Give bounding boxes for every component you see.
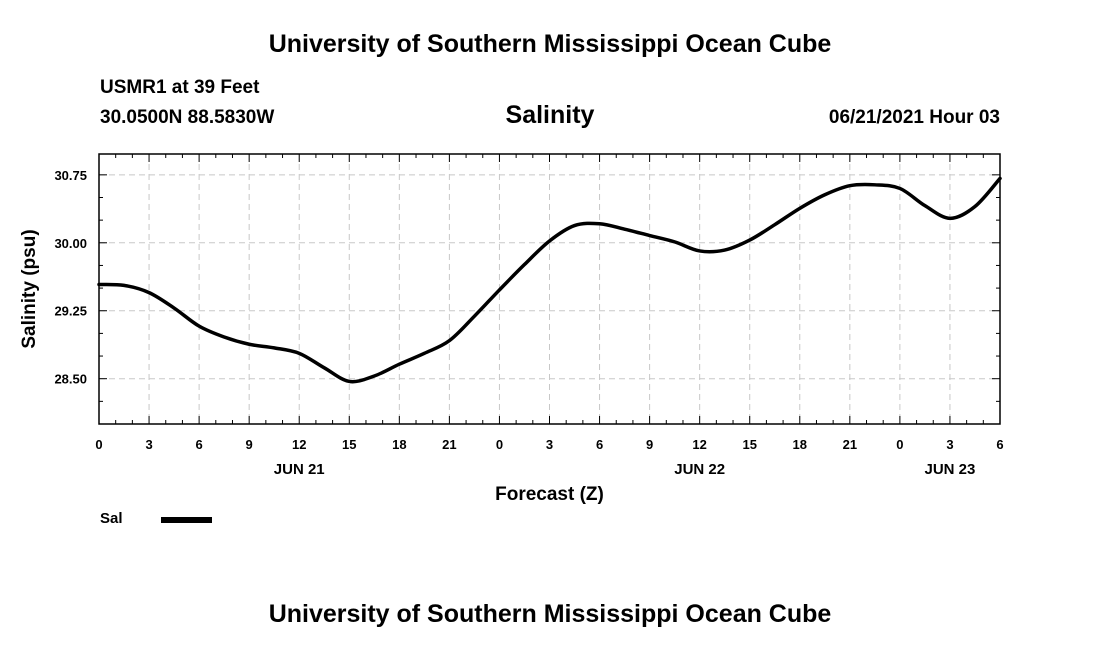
x-tick-label: 6: [195, 437, 202, 452]
x-tick-label: 18: [392, 437, 406, 452]
variable-title: Salinity: [505, 101, 595, 129]
station-label: USMR1 at 39 Feet: [100, 77, 260, 98]
x-day-label: JUN 22: [674, 461, 725, 478]
x-tick-label: 6: [596, 437, 603, 452]
x-day-label: JUN 21: [274, 461, 325, 478]
x-day-label: JUN 23: [925, 461, 976, 478]
y-axis-label: Salinity (psu): [19, 229, 40, 348]
x-tick-label: 0: [496, 437, 503, 452]
x-tick-label: 15: [742, 437, 756, 452]
y-tick-label: 29.25: [54, 304, 87, 319]
y-tick-label: 30.75: [54, 168, 87, 183]
forecast-datetime: 06/21/2021 Hour 03: [828, 107, 1000, 128]
y-tick-label: 28.50: [54, 372, 87, 387]
x-tick-label: 0: [95, 437, 102, 452]
legend-label: Sal: [100, 510, 123, 527]
x-tick-label: 6: [996, 437, 1003, 452]
plot-frame: [98, 153, 1001, 425]
x-tick-label: 15: [342, 437, 356, 452]
chart-header-title: University of Southern Mississippi Ocean…: [268, 30, 832, 58]
x-tick-label: 9: [646, 437, 653, 452]
station-coordinates: 30.0500N 88.5830W: [100, 107, 275, 128]
x-tick-label: 3: [546, 437, 553, 452]
x-tick-label: 12: [292, 437, 306, 452]
y-tick-label: 30.00: [54, 236, 87, 251]
x-tick-label: 18: [793, 437, 807, 452]
x-tick-label: 21: [442, 437, 456, 452]
series-line-sal: [97, 176, 1002, 384]
x-tick-label: 0: [896, 437, 903, 452]
x-tick-label: 12: [692, 437, 706, 452]
x-tick-label: 3: [145, 437, 152, 452]
x-tick-label: 21: [843, 437, 857, 452]
legend-line-swatch: [161, 517, 212, 523]
chart-footer-title: University of Southern Mississippi Ocean…: [268, 600, 832, 628]
x-tick-label: 9: [246, 437, 253, 452]
x-tick-label: 3: [946, 437, 953, 452]
x-axis-label: Forecast (Z): [495, 484, 604, 505]
